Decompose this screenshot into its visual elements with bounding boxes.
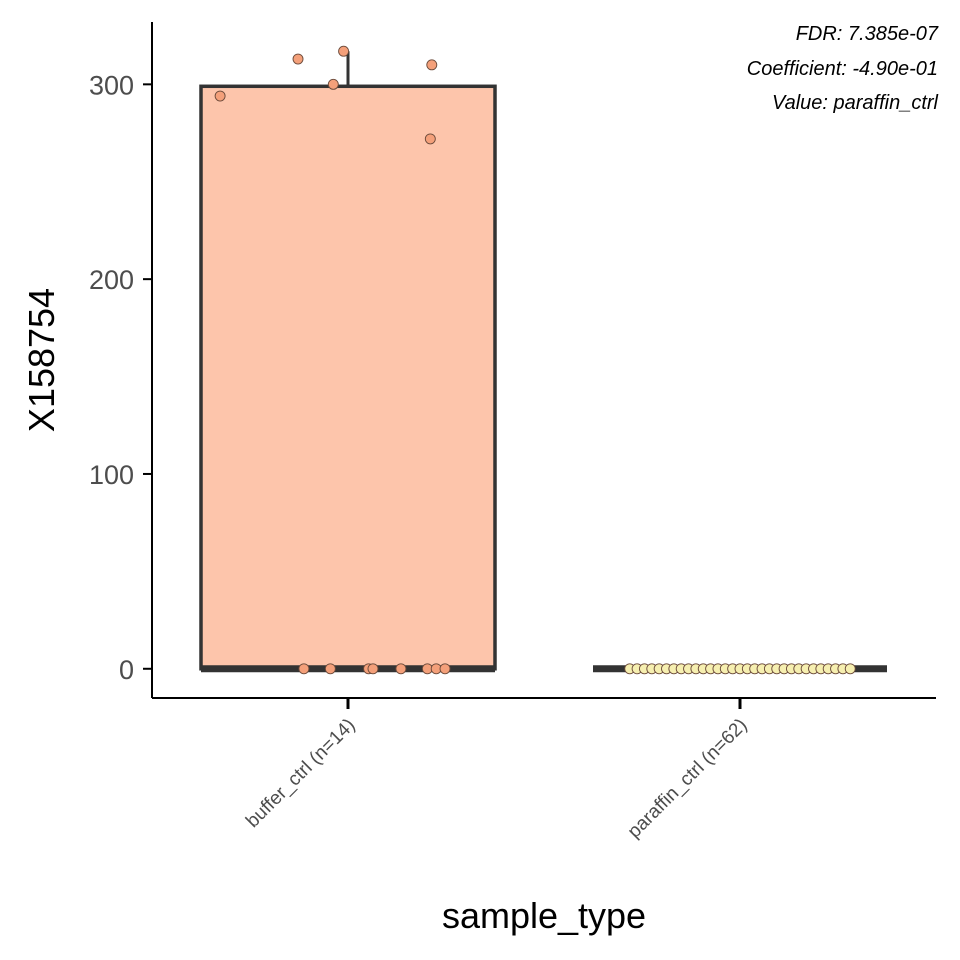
y-tick-label: 300	[89, 70, 134, 100]
data-point	[214, 90, 226, 102]
data-point	[338, 45, 350, 57]
x-tick-label: paraffin_ctrl (n=62)	[624, 715, 752, 843]
x-tick-label: buffer_ctrl (n=14)	[242, 715, 359, 832]
y-tick-label: 100	[89, 460, 134, 490]
data-point	[298, 663, 310, 675]
data-point	[439, 663, 451, 675]
data-point	[292, 53, 304, 65]
annotation-fdr: FDR: 7.385e-07	[796, 23, 939, 45]
annotation-value: Value: paraffin_ctrl	[772, 92, 939, 114]
y-ticks-layer: 0 100 200 300	[89, 70, 152, 685]
data-point	[426, 59, 438, 71]
data-point	[327, 78, 339, 90]
annotation-coefficient: Coefficient: -4.90e-01	[747, 58, 938, 80]
data-point	[424, 133, 436, 145]
data-point	[324, 663, 336, 675]
x-axis-title: sample_type	[442, 895, 646, 936]
box-body	[199, 84, 497, 671]
boxes-layer	[199, 51, 887, 673]
box-0	[199, 51, 497, 673]
annotations-layer: FDR: 7.385e-07 Coefficient: -4.90e-01 Va…	[747, 23, 939, 114]
data-point	[395, 663, 407, 675]
y-tick-label: 200	[89, 265, 134, 295]
x-ticks-layer: buffer_ctrl (n=14) paraffin_ctrl (n=62)	[242, 698, 752, 843]
points-layer	[214, 45, 856, 675]
y-axis-title: X158754	[21, 288, 62, 432]
y-tick-label: 0	[119, 655, 134, 685]
data-point	[367, 663, 379, 675]
data-point	[844, 663, 856, 675]
